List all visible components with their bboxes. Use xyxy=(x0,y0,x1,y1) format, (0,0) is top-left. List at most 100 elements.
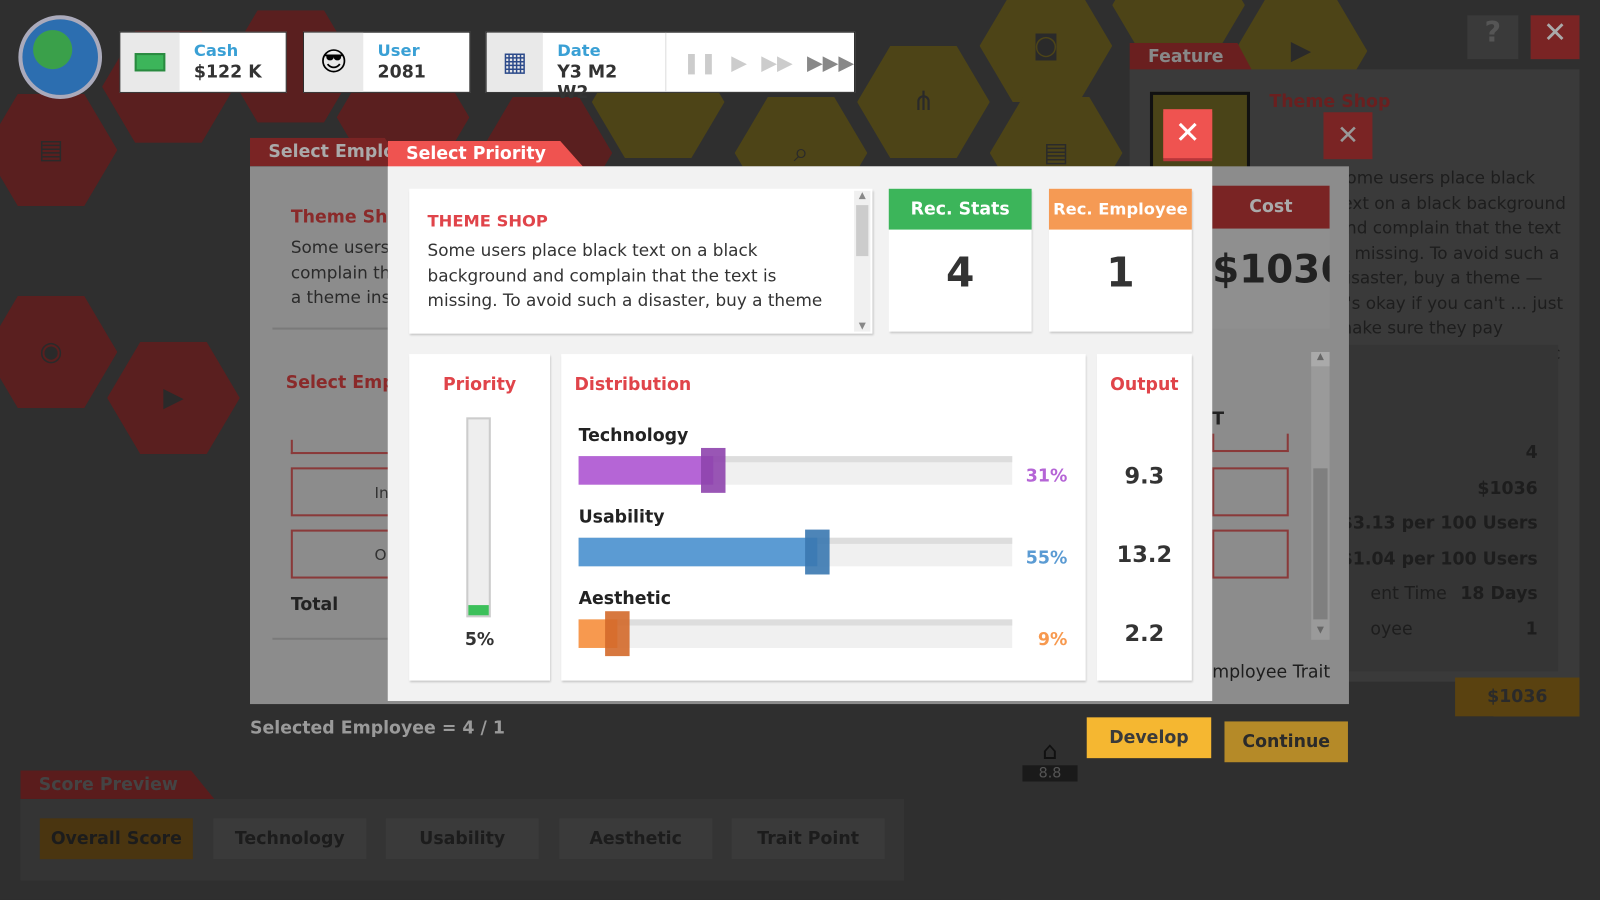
help-button[interactable]: ? xyxy=(1467,15,1519,60)
slider-handle[interactable] xyxy=(605,611,630,657)
close-modal-button[interactable]: ✕ xyxy=(1163,109,1213,159)
slider-label: Usability xyxy=(578,507,665,528)
house-indicator: ⌂ 8.8 xyxy=(1022,736,1078,782)
scroll-up-icon[interactable]: ▲ xyxy=(858,190,866,202)
chat-hex-icon: ▤ xyxy=(0,93,118,207)
employee-name: O xyxy=(374,545,387,565)
usability-button[interactable]: Usability xyxy=(385,818,539,860)
cost-value: $1036 xyxy=(1212,246,1329,292)
overall-score-button[interactable]: Overall Score xyxy=(39,818,193,860)
close-game-button[interactable]: ✕ xyxy=(1530,15,1580,60)
cost-card: Cost $1036 xyxy=(1212,185,1330,329)
employee-row-right[interactable] xyxy=(1212,529,1289,579)
slider-percent: 9% xyxy=(1037,629,1068,650)
feature-desc: Some users place black text on a black b… xyxy=(1335,168,1566,362)
price-button[interactable]: $1036 xyxy=(1455,677,1580,717)
pause-icon[interactable]: ❚❚ xyxy=(682,49,718,75)
priority-slider[interactable] xyxy=(466,417,491,618)
priority-value: 5% xyxy=(464,629,495,650)
employee-row[interactable]: In xyxy=(290,467,393,517)
output-value: 9.3 xyxy=(1124,464,1165,490)
trait-label: mployee Trait xyxy=(1212,662,1331,683)
slider-percent: 55% xyxy=(1025,547,1068,569)
slider-usability: Usability 55% xyxy=(561,507,1085,578)
user-label: User xyxy=(377,40,420,61)
technology-button[interactable]: Technology xyxy=(213,818,367,860)
develop-button[interactable]: Develop xyxy=(1086,717,1212,759)
cash-label: Cash xyxy=(193,40,239,61)
rec-stats-card: Rec. Stats 4 xyxy=(888,188,1032,332)
priority-label: Priority xyxy=(442,374,517,395)
priority-card: Priority 5% xyxy=(409,354,550,681)
feature-stat-row: - $3.13 per 100 Users xyxy=(1130,513,1538,544)
scroll-down-icon[interactable]: ▼ xyxy=(858,321,866,332)
slider-track[interactable] xyxy=(578,447,1013,493)
feature-stat-row: $1.04 per 100 Users xyxy=(1130,548,1538,579)
play-icon[interactable]: ▶ xyxy=(731,49,748,75)
camera-hex-icon: ◙ xyxy=(979,0,1113,103)
stat-value: 18 Days xyxy=(1460,583,1538,605)
aesthetic-button[interactable]: Aesthetic xyxy=(559,818,713,860)
employee-row-right[interactable] xyxy=(1212,433,1289,453)
cash-display: Cash $122 K xyxy=(119,31,287,93)
rec-employee-card: Rec. Employee 1 xyxy=(1048,188,1192,332)
employee-row-right[interactable] xyxy=(1212,467,1289,517)
cash-icon xyxy=(120,32,180,92)
employee-row[interactable]: O xyxy=(290,529,393,579)
slider-track[interactable] xyxy=(578,611,1013,657)
feature-stat-row: ent Time 18 Days xyxy=(1130,583,1538,615)
globe-icon[interactable] xyxy=(18,15,103,99)
slider-label: Aesthetic xyxy=(578,588,672,610)
rec-employee-label: Rec. Employee xyxy=(1048,188,1192,230)
house-icon: ⌂ xyxy=(1042,736,1058,766)
slider-fill xyxy=(578,456,714,485)
feature-stat-row: oyee 1 xyxy=(1130,618,1538,650)
feature-stat-row: $1036 xyxy=(1130,478,1538,509)
stat-value: $1.04 per 100 Users xyxy=(1340,548,1538,569)
stat-label: ent Time xyxy=(1370,583,1447,605)
slider-technology: Technology 31% xyxy=(561,426,1085,497)
fastest-forward-icon[interactable]: ▶▶▶ xyxy=(806,49,855,75)
stat-value: 4 xyxy=(1525,442,1538,464)
slider-track[interactable] xyxy=(578,529,1013,575)
score-preview-tab: Score Preview xyxy=(20,770,215,799)
employee-list-scrollbar[interactable]: ▲ ▼ xyxy=(1311,352,1330,640)
select-priority-tab: Select Priority xyxy=(387,140,584,168)
slider-fill xyxy=(578,537,818,567)
select-priority-modal: THEME SHOP Some users place black text o… xyxy=(387,109,1213,702)
bg-select-employee: Select Emp xyxy=(285,372,395,393)
column-header: T xyxy=(1212,409,1225,430)
output-card: Output 9.3 13.2 2.2 xyxy=(1096,354,1192,681)
slider-handle[interactable] xyxy=(804,529,830,575)
calendar-icon: ▦ xyxy=(486,32,543,92)
output-value: 2.2 xyxy=(1124,621,1165,647)
description-scrollbar[interactable]: ▲ ▼ xyxy=(854,190,871,332)
cost-label: Cost xyxy=(1212,185,1330,229)
output-label: Output xyxy=(1110,374,1179,395)
slider-percent: 31% xyxy=(1025,466,1068,487)
output-value: 13.2 xyxy=(1116,542,1173,569)
stat-value: 1 xyxy=(1525,618,1538,640)
date-display: ▦ Date Y3 M2 W2 ❚❚ ▶ ▶▶ ▶▶▶ xyxy=(485,31,856,103)
fast-forward-icon[interactable]: ▶▶ xyxy=(761,49,793,75)
trait-point-button[interactable]: Trait Point xyxy=(731,818,885,860)
stat-value: $1036 xyxy=(1477,478,1538,499)
slider-aesthetic: Aesthetic 9% xyxy=(561,589,1085,660)
user-avatar-icon: 😎 xyxy=(304,32,364,92)
house-value: 8.8 xyxy=(1022,765,1078,782)
feature-tab: Feature xyxy=(1129,42,1253,71)
continue-button[interactable]: Continue xyxy=(1224,721,1348,763)
bg-feature-name: Theme Sho xyxy=(290,207,400,228)
slider-handle[interactable] xyxy=(700,447,726,493)
feature-description-card: THEME SHOP Some users place black text o… xyxy=(409,188,873,334)
user-value: 2081 xyxy=(377,62,426,83)
employee-row[interactable] xyxy=(290,439,393,455)
close-feature-button[interactable]: ✕ xyxy=(1323,112,1373,160)
rec-stats-value: 4 xyxy=(945,249,975,297)
distribution-card: Distribution Technology 31% Usability 55%… xyxy=(561,354,1086,681)
feature-title: Theme Shop xyxy=(1269,91,1391,113)
bg-feature-desc: Some users complain th a theme ins xyxy=(290,237,391,308)
distribution-label: Distribution xyxy=(574,374,692,395)
slider-label: Technology xyxy=(578,425,689,446)
modal-feature-desc: Some users place black text on a black b… xyxy=(427,240,823,311)
